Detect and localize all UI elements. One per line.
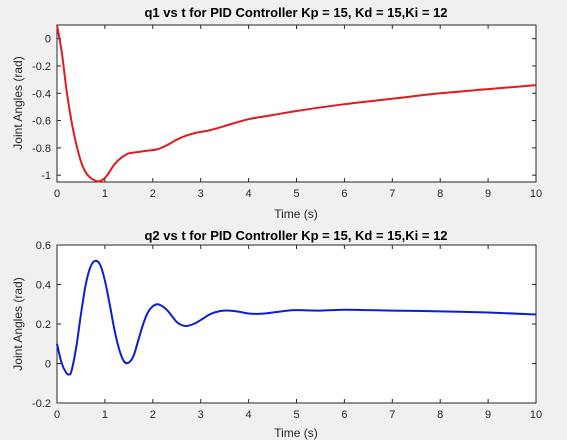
q2-xtick-label: 1	[102, 409, 108, 421]
q1-xtick-label: 9	[485, 188, 491, 200]
q1-yticks: -1 -0.8 -0.6 -0.4 -0.2 0	[32, 34, 536, 182]
q1-xtick-label: 8	[437, 188, 443, 200]
q2-ytick-label: -0.2	[32, 398, 51, 410]
q1-ytick-label: -0.8	[32, 143, 51, 155]
q2-ytick-label: 0.2	[36, 319, 51, 331]
q1-chart-title: q1 vs t for PID Controller Kp = 15, Kd =…	[144, 5, 447, 20]
q2-xtick-label: 10	[530, 409, 542, 421]
q2-ytick-label: 0.6	[36, 240, 51, 252]
q2-x-axis-label: Time (s)	[274, 426, 318, 440]
q1-series-line	[56, 24, 537, 183]
q2-xtick-label: 6	[341, 409, 347, 421]
q1-xtick-label: 0	[54, 188, 60, 200]
q1-xtick-label: 1	[102, 188, 108, 200]
q1-xtick-label: 4	[246, 188, 252, 200]
q2-xtick-label: 8	[437, 409, 443, 421]
q2-plot-area	[56, 244, 537, 404]
q2-y-axis-label: Joint Angles (rad)	[11, 277, 25, 370]
q2-xtick-label: 4	[246, 409, 252, 421]
q2-xtick-label: 7	[389, 409, 395, 421]
q1-ytick-label: 0	[45, 34, 51, 46]
q2-xtick-label: 9	[485, 409, 491, 421]
q1-xtick-label: 7	[389, 188, 395, 200]
q1-xtick-label: 10	[530, 188, 542, 200]
q2-xtick-label: 0	[54, 409, 60, 421]
q1-plot-area	[56, 24, 537, 183]
q1-xtick-label: 6	[341, 188, 347, 200]
q1-ytick-label: -0.6	[32, 116, 51, 128]
q1-xtick-label: 5	[293, 188, 299, 200]
q1-xtick-label: 2	[150, 188, 156, 200]
q2-ytick-label: 0	[45, 359, 51, 371]
q1-ytick-label: -0.4	[32, 88, 51, 100]
q1-y-axis-label: Joint Angles (rad)	[11, 56, 25, 149]
q2-xtick-label: 2	[150, 409, 156, 421]
q2-xtick-label: 3	[198, 409, 204, 421]
q1-ytick-label: -1	[41, 170, 51, 182]
q2-ytick-label: 0.4	[36, 280, 51, 292]
q2-xtick-label: 5	[293, 409, 299, 421]
q2-chart-title: q2 vs t for PID Controller Kp = 15, Kd =…	[144, 228, 447, 243]
q1-xtick-label: 3	[198, 188, 204, 200]
q1-xticks: 0 1 2 3 4 5 6 7 8 9 10	[54, 25, 542, 200]
q2-yticks: -0.2 0 0.2 0.4 0.6	[32, 240, 536, 410]
q2-series-line	[56, 259, 537, 376]
q2-subplot: q2 vs t for PID Controller Kp = 15, Kd =…	[11, 228, 542, 440]
q1-ytick-label: -0.2	[32, 61, 51, 73]
q1-subplot: q1 vs t for PID Controller Kp = 15, Kd =…	[11, 5, 542, 221]
q2-xticks: 0 1 2 3 4 5 6 7 8 9 10	[54, 245, 542, 421]
q1-x-axis-label: Time (s)	[274, 207, 318, 221]
